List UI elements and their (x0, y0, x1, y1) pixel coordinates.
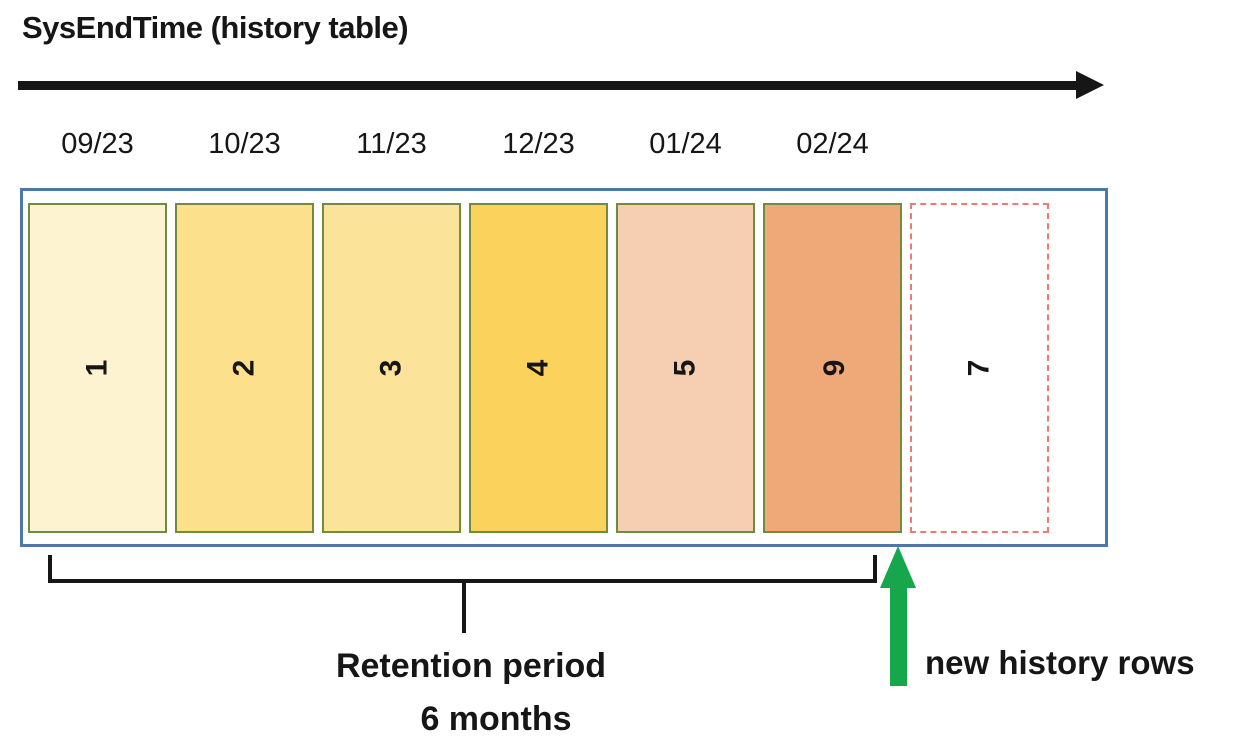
partition-number: 3 (374, 359, 408, 377)
diagram-title: SysEndTime (history table) (22, 10, 409, 45)
retention-bracket-left-tick (48, 555, 52, 583)
month-label: 01/24 (649, 128, 722, 160)
month-label: 12/23 (502, 128, 575, 160)
partition-number: 2 (227, 359, 261, 377)
timeline-arrowhead-icon (1076, 71, 1104, 99)
month-label: 11/23 (356, 128, 427, 160)
month-label: 10/23 (208, 128, 281, 160)
partition-4: 4 (469, 203, 608, 533)
partition-2: 2 (175, 203, 314, 533)
retention-bracket-stem (462, 579, 466, 633)
partition-number: 4 (521, 359, 555, 377)
retention-months-label: 6 months (420, 700, 572, 738)
new-history-rows-label: new history rows (925, 644, 1195, 681)
partition-5: 5 (616, 203, 755, 533)
timeline-arrow-line (18, 81, 1080, 90)
new-rows-arrow-shaft (890, 586, 907, 686)
partition-7: 7 (910, 203, 1049, 533)
new-rows-arrow-icon (880, 546, 916, 588)
month-label: 09/23 (61, 128, 134, 160)
retention-bracket-right-tick (873, 555, 877, 583)
partition-number: 7 (962, 359, 996, 377)
partition-number: 5 (668, 359, 702, 377)
partition-1: 1 (28, 203, 167, 533)
partition-number: 6 (816, 359, 850, 377)
partition-6: 6 (763, 203, 902, 533)
month-label: 02/24 (796, 128, 869, 160)
partition-number: 1 (80, 359, 114, 377)
retention-period-label: Retention period (335, 647, 607, 685)
partition-3: 3 (322, 203, 461, 533)
